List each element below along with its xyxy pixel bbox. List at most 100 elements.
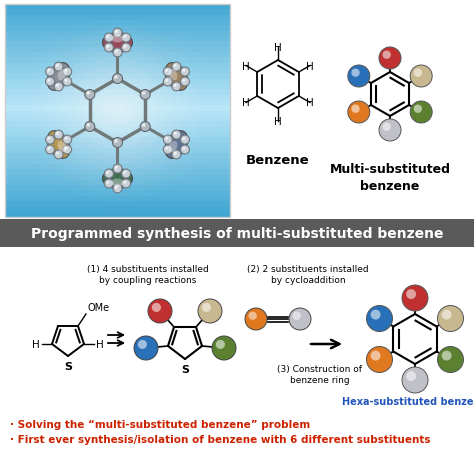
Circle shape xyxy=(165,70,168,73)
Text: OMe: OMe xyxy=(88,302,110,312)
Bar xyxy=(5,37,230,42)
Circle shape xyxy=(410,66,432,88)
Ellipse shape xyxy=(57,70,67,81)
Circle shape xyxy=(181,68,190,77)
Bar xyxy=(5,175,230,180)
Circle shape xyxy=(383,51,391,60)
Circle shape xyxy=(140,90,150,100)
Circle shape xyxy=(202,303,211,312)
Circle shape xyxy=(245,308,267,330)
Circle shape xyxy=(348,102,370,124)
Bar xyxy=(5,52,230,58)
Circle shape xyxy=(172,131,181,140)
Text: (2) 2 substituents installed
by cycloaddition: (2) 2 substituents installed by cycloadd… xyxy=(247,264,369,285)
Circle shape xyxy=(85,122,95,132)
Circle shape xyxy=(106,46,109,49)
Bar xyxy=(5,190,230,196)
Bar xyxy=(5,74,230,79)
Circle shape xyxy=(115,51,118,54)
Circle shape xyxy=(142,92,146,96)
Ellipse shape xyxy=(85,81,150,142)
Circle shape xyxy=(121,34,130,43)
Circle shape xyxy=(173,84,177,87)
Circle shape xyxy=(292,312,301,320)
Bar xyxy=(5,196,230,202)
Circle shape xyxy=(56,152,59,155)
Ellipse shape xyxy=(77,74,158,149)
Circle shape xyxy=(104,179,113,189)
Bar xyxy=(5,31,230,37)
Circle shape xyxy=(46,136,55,145)
Circle shape xyxy=(64,79,67,83)
Bar xyxy=(5,121,230,127)
Circle shape xyxy=(112,74,122,84)
Bar xyxy=(5,100,230,106)
Bar xyxy=(5,159,230,164)
Circle shape xyxy=(106,181,109,184)
Text: H: H xyxy=(274,43,282,53)
Circle shape xyxy=(366,347,392,373)
Text: Multi-substituted
benzene: Multi-substituted benzene xyxy=(329,163,450,192)
Circle shape xyxy=(442,310,452,320)
Bar xyxy=(5,5,230,10)
Circle shape xyxy=(64,138,67,141)
Circle shape xyxy=(140,122,150,132)
Ellipse shape xyxy=(57,142,67,153)
Bar xyxy=(5,169,230,175)
Circle shape xyxy=(86,124,90,128)
Text: (1) 4 substituents installed
by coupling reactions: (1) 4 substituents installed by coupling… xyxy=(87,264,209,285)
Circle shape xyxy=(63,68,72,77)
Bar xyxy=(5,143,230,148)
Circle shape xyxy=(289,308,311,330)
Ellipse shape xyxy=(102,169,133,189)
Circle shape xyxy=(104,170,113,179)
Circle shape xyxy=(138,340,147,349)
Circle shape xyxy=(123,36,127,39)
Circle shape xyxy=(172,151,181,160)
Bar xyxy=(5,116,230,122)
Bar xyxy=(5,63,230,69)
Ellipse shape xyxy=(61,58,174,164)
Bar xyxy=(5,47,230,53)
Bar xyxy=(5,41,230,47)
Text: H: H xyxy=(242,61,250,71)
Text: · Solving the “multi-substituted benzene” problem: · Solving the “multi-substituted benzene… xyxy=(10,419,310,429)
Circle shape xyxy=(348,66,370,88)
Circle shape xyxy=(123,46,127,49)
Bar xyxy=(5,201,230,207)
Ellipse shape xyxy=(47,64,70,91)
Circle shape xyxy=(54,151,63,160)
Ellipse shape xyxy=(53,51,182,172)
Text: H: H xyxy=(242,98,250,108)
Circle shape xyxy=(121,170,130,179)
Text: · First ever synthesis/isolation of benzene with 6 different substituents: · First ever synthesis/isolation of benz… xyxy=(10,434,430,444)
Circle shape xyxy=(172,63,181,72)
Text: (3) Construction of
benzene ring: (3) Construction of benzene ring xyxy=(277,364,363,385)
Circle shape xyxy=(182,147,185,151)
Circle shape xyxy=(173,133,177,136)
Circle shape xyxy=(114,76,118,80)
Circle shape xyxy=(47,70,50,73)
Text: H: H xyxy=(32,339,40,349)
Bar xyxy=(5,68,230,74)
Circle shape xyxy=(56,133,59,136)
Circle shape xyxy=(123,171,127,175)
Circle shape xyxy=(414,69,422,78)
Circle shape xyxy=(148,299,172,323)
Circle shape xyxy=(63,146,72,155)
Circle shape xyxy=(63,78,72,87)
Ellipse shape xyxy=(109,104,126,119)
Circle shape xyxy=(182,79,185,83)
Circle shape xyxy=(54,63,63,72)
Bar xyxy=(0,248,474,451)
Circle shape xyxy=(173,152,177,155)
Circle shape xyxy=(86,92,90,96)
Circle shape xyxy=(164,68,173,77)
Bar xyxy=(0,0,474,220)
Circle shape xyxy=(56,84,59,87)
Circle shape xyxy=(121,44,130,53)
Text: S: S xyxy=(64,361,72,371)
Circle shape xyxy=(47,147,50,151)
Circle shape xyxy=(113,165,122,174)
Ellipse shape xyxy=(168,70,177,81)
